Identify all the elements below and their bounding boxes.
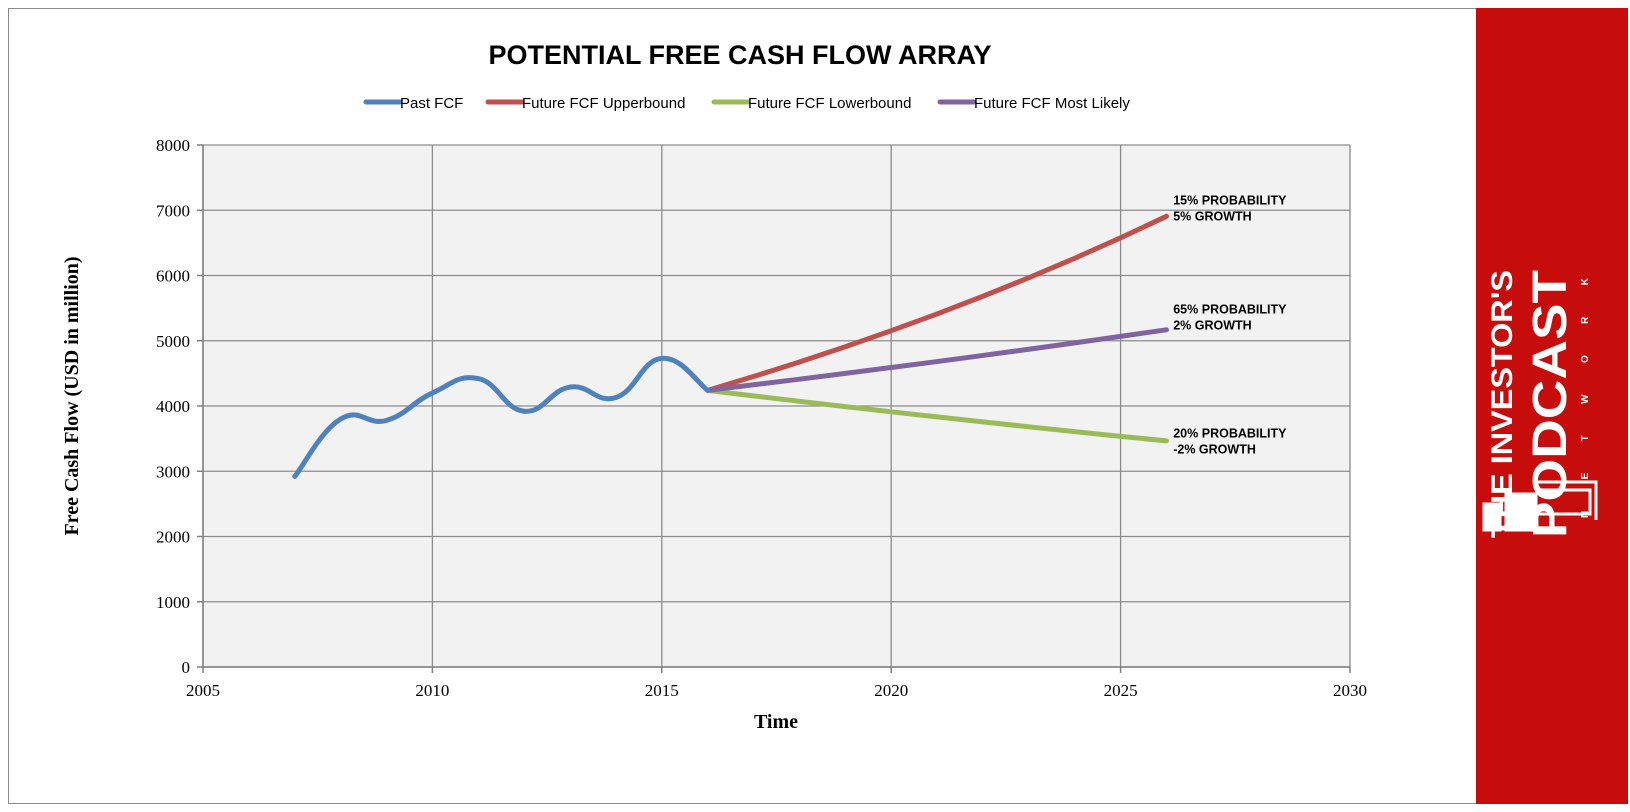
x-tick-label: 2015 xyxy=(645,681,679,700)
legend-label-future-fcf-upperbound: Future FCF Upperbound xyxy=(522,95,685,112)
legend-label-past-fcf: Past FCF xyxy=(400,95,463,112)
annotation-text: 15% PROBABILITY xyxy=(1173,193,1287,207)
annotation-text: 20% PROBABILITY xyxy=(1173,427,1287,441)
x-tick-label: 2025 xyxy=(1104,681,1138,700)
fcf-line-chart: POTENTIAL FREE CASH FLOW ARRAY Past FCF F… xyxy=(61,40,1367,733)
x-tick-label: 2020 xyxy=(874,681,908,700)
y-tick-label: 0 xyxy=(182,658,191,677)
y-tick-label: 4000 xyxy=(156,397,190,416)
brand-mark-icon xyxy=(1482,480,1598,532)
brand-logo: THE INVESTOR'S PODCAST NETWORK xyxy=(1476,8,1628,804)
annotation-text: 2% GROWTH xyxy=(1173,319,1251,333)
annotations: 15% PROBABILITY 5% GROWTH 65% PROBABILITY 2… xyxy=(1173,193,1287,456)
legend-label-future-fcf-lowerbound: Future FCF Lowerbound xyxy=(748,95,911,112)
series-line-future-fcf-most-likely xyxy=(705,327,1169,393)
series-line-future-fcf-lowerbound xyxy=(705,387,1169,444)
x-axis-label: Time xyxy=(754,711,798,733)
axes: 0 1000 2000 3000 4000 5000 6000 7000 8000 2005 201… xyxy=(156,136,1367,700)
y-tick-label: 7000 xyxy=(156,201,190,220)
y-tick-label: 2000 xyxy=(156,528,190,547)
y-tick-label: 1000 xyxy=(156,593,190,612)
brand-background xyxy=(1476,8,1628,804)
legend: Past FCF Future FCF Upperbound Future FCF … xyxy=(363,95,1130,112)
y-tick-label: 8000 xyxy=(156,136,190,155)
grid xyxy=(202,144,1351,668)
series-line-past-fcf xyxy=(292,355,711,479)
series-layer xyxy=(292,213,1169,479)
y-axis-label: Free Cash Flow (USD in million) xyxy=(61,256,83,535)
x-tick-label: 2010 xyxy=(415,681,449,700)
brand-line-3: NETWORK xyxy=(1580,277,1591,518)
legend-label-future-fcf-most-likely: Future FCF Most Likely xyxy=(974,95,1130,112)
x-tick-label: 2030 xyxy=(1333,681,1367,700)
y-tick-label: 3000 xyxy=(156,462,190,481)
annotation-text: -2% GROWTH xyxy=(1173,443,1256,457)
series-line-future-fcf-upperbound xyxy=(705,213,1169,393)
chart-title: POTENTIAL FREE CASH FLOW ARRAY xyxy=(488,40,991,70)
x-tick-label: 2005 xyxy=(186,681,220,700)
y-tick-label: 6000 xyxy=(156,267,190,286)
brand-panel: THE INVESTOR'S PODCAST NETWORK xyxy=(1476,8,1628,804)
annotation-text: 65% PROBABILITY xyxy=(1173,303,1287,317)
annotation-text: 5% GROWTH xyxy=(1173,209,1251,223)
y-tick-label: 5000 xyxy=(156,332,190,351)
